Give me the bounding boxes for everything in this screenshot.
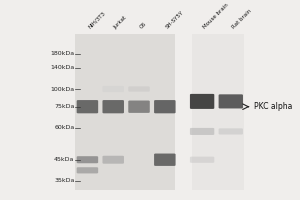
Text: 100kDa: 100kDa [50,87,74,92]
Text: Jurkat: Jurkat [113,15,128,30]
FancyBboxPatch shape [189,34,244,190]
FancyBboxPatch shape [154,154,176,166]
Text: 60kDa: 60kDa [54,125,74,130]
Text: 75kDa: 75kDa [54,104,74,109]
FancyBboxPatch shape [74,34,178,190]
FancyBboxPatch shape [128,86,150,92]
FancyBboxPatch shape [103,156,124,164]
FancyBboxPatch shape [219,94,243,108]
FancyBboxPatch shape [77,167,98,173]
FancyBboxPatch shape [77,156,98,163]
Text: PKC alpha: PKC alpha [254,102,292,111]
Text: 45kDa: 45kDa [54,157,74,162]
FancyBboxPatch shape [190,128,214,135]
FancyBboxPatch shape [219,128,243,135]
Bar [175,22,192,199]
Text: NIH/3T3: NIH/3T3 [87,11,106,30]
FancyBboxPatch shape [103,100,124,113]
FancyBboxPatch shape [154,100,176,113]
FancyBboxPatch shape [190,94,214,109]
Text: Mouse brain: Mouse brain [202,2,230,30]
FancyBboxPatch shape [103,86,124,92]
Text: C6: C6 [139,21,148,30]
Text: Rat brain: Rat brain [231,8,252,30]
Text: 35kDa: 35kDa [54,178,74,183]
FancyBboxPatch shape [190,157,214,163]
FancyBboxPatch shape [128,101,150,113]
Text: 140kDa: 140kDa [50,65,74,70]
Text: SH-SY5Y: SH-SY5Y [165,10,185,30]
Text: 180kDa: 180kDa [50,51,74,56]
FancyBboxPatch shape [77,100,98,113]
